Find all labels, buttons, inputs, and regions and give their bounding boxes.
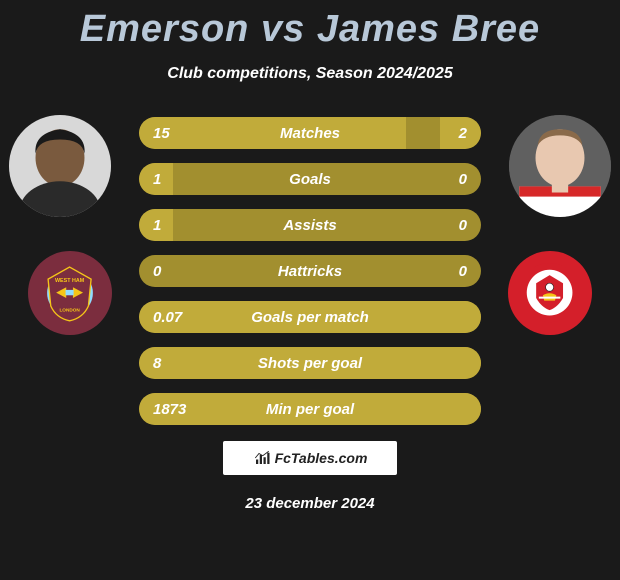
player2-avatar [509, 115, 611, 217]
stat-label: Matches [280, 125, 340, 142]
stat-value-left: 8 [153, 355, 161, 372]
stat-row: 0 Hattricks 0 [139, 255, 481, 287]
stat-value-right: 0 [459, 217, 467, 234]
comparison-content: WEST HAM LONDON 15 Matches 2 1 Goals 0 1 Assist… [0, 115, 620, 512]
svg-text:WEST HAM: WEST HAM [55, 278, 85, 284]
stat-row: 1 Goals 0 [139, 163, 481, 195]
stat-row: 0.07 Goals per match [139, 301, 481, 333]
stats-container: 15 Matches 2 1 Goals 0 1 Assists 0 0 Hattricks 0 0.0… [139, 115, 481, 425]
stat-fill-left [139, 117, 406, 149]
player2-name: James Bree [317, 8, 540, 50]
stat-value-right: 0 [459, 263, 467, 280]
stat-label: Hattricks [278, 263, 342, 280]
stat-value-left: 1 [153, 217, 161, 234]
chart-icon [253, 449, 271, 467]
stat-value-left: 15 [153, 125, 170, 142]
stat-label: Min per goal [266, 401, 354, 418]
stat-value-left: 0 [153, 263, 161, 280]
vs-separator: vs [261, 8, 305, 50]
club1-badge: WEST HAM LONDON [28, 251, 112, 335]
club2-badge [508, 251, 592, 335]
competition-subtitle: Club competitions, Season 2024/2025 [0, 65, 620, 83]
stat-row: 1873 Min per goal [139, 393, 481, 425]
stat-value-left: 1 [153, 171, 161, 188]
stat-label: Assists [283, 217, 336, 234]
stat-value-right: 2 [459, 125, 467, 142]
player2-avatar-svg [509, 115, 611, 217]
stat-value-left: 0.07 [153, 309, 182, 326]
stat-value-left: 1873 [153, 401, 186, 418]
southampton-crest-icon [516, 259, 583, 326]
west-ham-crest-icon: WEST HAM LONDON [36, 259, 103, 326]
comparison-title: Emerson vs James Bree [0, 0, 620, 51]
player1-name: Emerson [80, 8, 250, 50]
svg-text:LONDON: LONDON [60, 308, 81, 313]
stat-label: Shots per goal [258, 355, 362, 372]
logo-text: FcTables.com [275, 450, 368, 466]
stat-label: Goals [289, 171, 331, 188]
snapshot-date: 23 december 2024 [0, 495, 620, 512]
stat-value-right: 0 [459, 171, 467, 188]
player1-avatar-svg [9, 115, 111, 217]
stat-label: Goals per match [251, 309, 369, 326]
player1-avatar [9, 115, 111, 217]
fctables-logo[interactable]: FcTables.com [223, 441, 397, 475]
stat-row: 1 Assists 0 [139, 209, 481, 241]
stat-row: 8 Shots per goal [139, 347, 481, 379]
stat-row: 15 Matches 2 [139, 117, 481, 149]
